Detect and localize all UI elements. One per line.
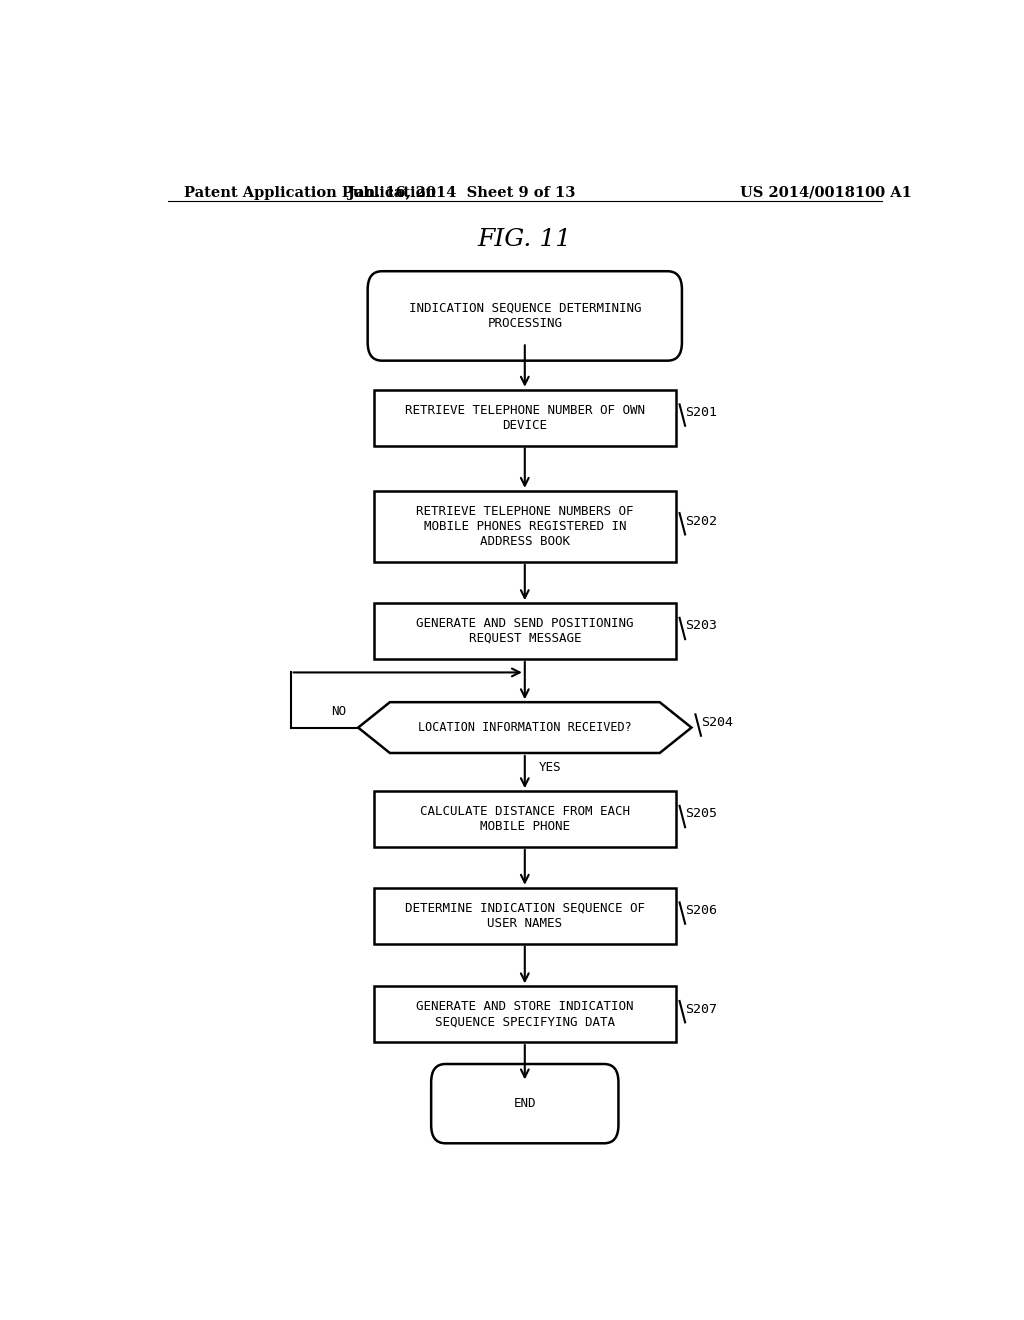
FancyBboxPatch shape: [368, 271, 682, 360]
Text: S207: S207: [685, 1003, 717, 1015]
Text: RETRIEVE TELEPHONE NUMBERS OF
MOBILE PHONES REGISTERED IN
ADDRESS BOOK: RETRIEVE TELEPHONE NUMBERS OF MOBILE PHO…: [416, 504, 634, 548]
Text: RETRIEVE TELEPHONE NUMBER OF OWN
DEVICE: RETRIEVE TELEPHONE NUMBER OF OWN DEVICE: [404, 404, 645, 432]
Bar: [374, 491, 676, 562]
Text: S203: S203: [685, 619, 717, 632]
Polygon shape: [358, 702, 691, 752]
Bar: [374, 389, 676, 446]
Text: Jan. 16, 2014  Sheet 9 of 13: Jan. 16, 2014 Sheet 9 of 13: [347, 186, 575, 199]
Text: S206: S206: [685, 904, 717, 917]
Text: S201: S201: [685, 407, 717, 418]
Text: END: END: [514, 1097, 536, 1110]
Text: DETERMINE INDICATION SEQUENCE OF
USER NAMES: DETERMINE INDICATION SEQUENCE OF USER NA…: [404, 902, 645, 929]
Text: US 2014/0018100 A1: US 2014/0018100 A1: [740, 186, 912, 199]
Text: NO: NO: [331, 705, 346, 718]
Bar: [374, 986, 676, 1043]
Bar: [374, 791, 676, 847]
Bar: [374, 887, 676, 944]
Text: INDICATION SEQUENCE DETERMINING
PROCESSING: INDICATION SEQUENCE DETERMINING PROCESSI…: [409, 302, 641, 330]
Text: S205: S205: [685, 808, 717, 821]
Text: YES: YES: [539, 762, 561, 775]
Bar: [374, 603, 676, 659]
Text: GENERATE AND SEND POSITIONING
REQUEST MESSAGE: GENERATE AND SEND POSITIONING REQUEST ME…: [416, 616, 634, 645]
Text: S204: S204: [701, 715, 733, 729]
Text: Patent Application Publication: Patent Application Publication: [183, 186, 435, 199]
Text: FIG. 11: FIG. 11: [478, 228, 571, 251]
Text: LOCATION INFORMATION RECEIVED?: LOCATION INFORMATION RECEIVED?: [418, 721, 632, 734]
FancyBboxPatch shape: [431, 1064, 618, 1143]
Text: CALCULATE DISTANCE FROM EACH
MOBILE PHONE: CALCULATE DISTANCE FROM EACH MOBILE PHON…: [420, 805, 630, 833]
Text: S202: S202: [685, 515, 717, 528]
Text: GENERATE AND STORE INDICATION
SEQUENCE SPECIFYING DATA: GENERATE AND STORE INDICATION SEQUENCE S…: [416, 1001, 634, 1028]
